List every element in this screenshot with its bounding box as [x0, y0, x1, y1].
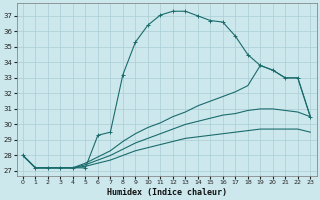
X-axis label: Humidex (Indice chaleur): Humidex (Indice chaleur): [107, 188, 227, 197]
